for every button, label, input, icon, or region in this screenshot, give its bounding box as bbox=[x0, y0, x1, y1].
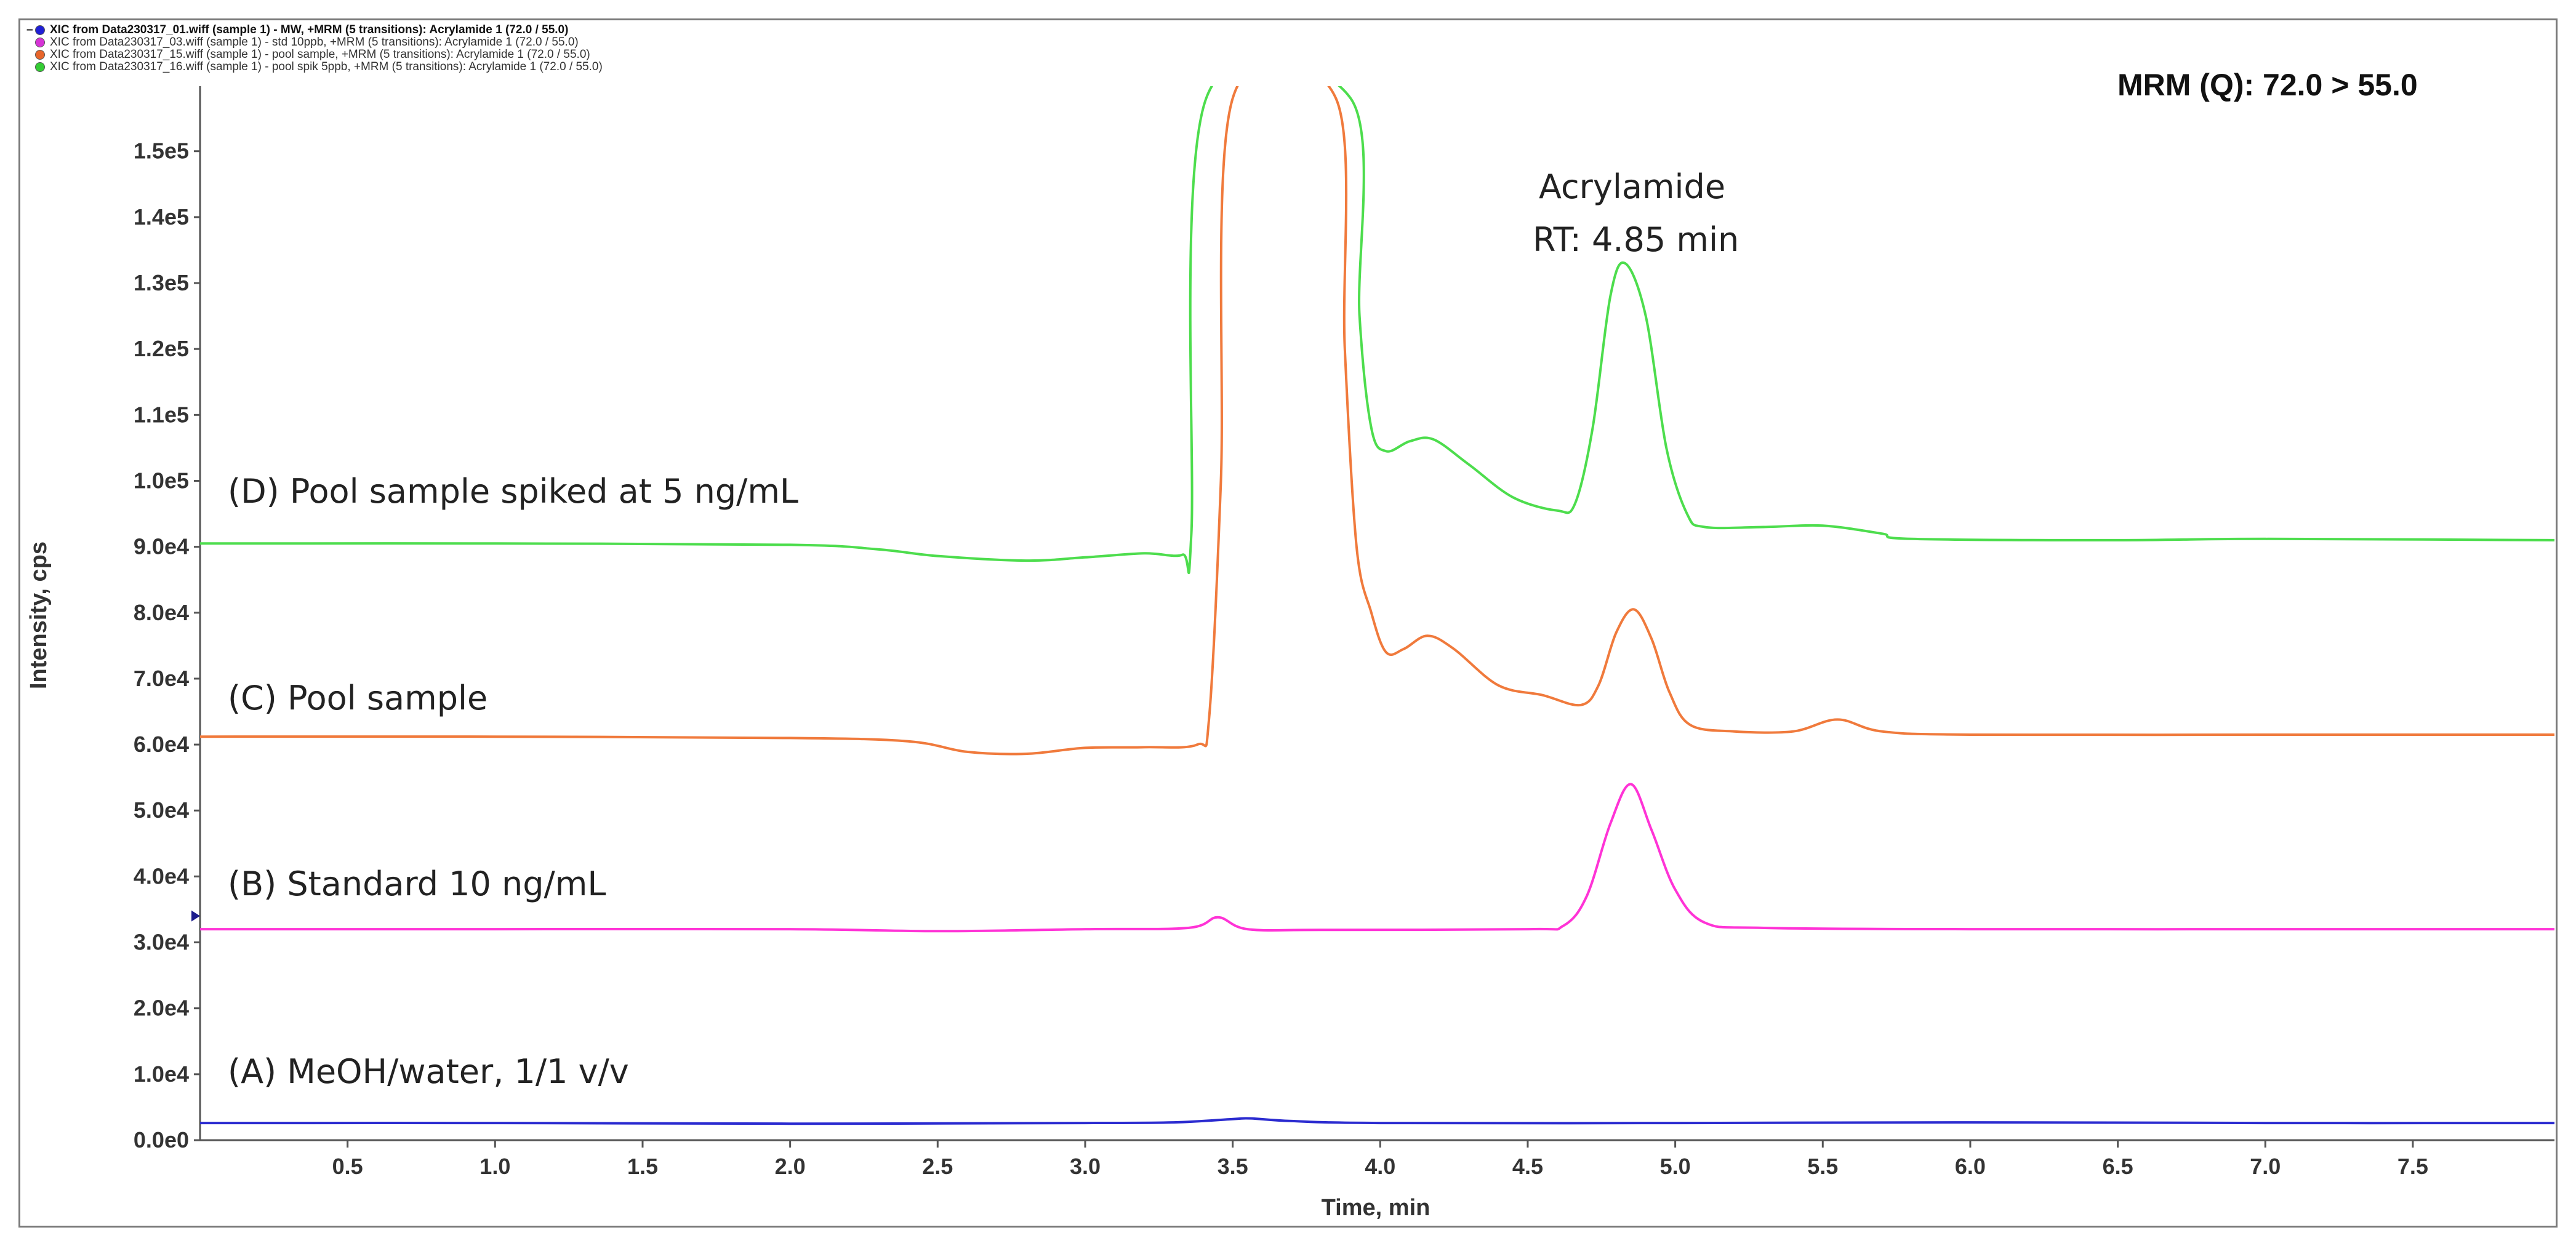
series-layer bbox=[200, 86, 2554, 1125]
x-tick-label: 4.0 bbox=[1365, 1154, 1395, 1179]
y-tick-label: 1.4e5 bbox=[134, 204, 189, 230]
x-tick-label: 2.0 bbox=[775, 1154, 806, 1179]
x-axis-label: Time, min bbox=[1322, 1195, 1430, 1221]
legend-label: XIC from Data230317_01.wiff (sample 1) -… bbox=[50, 23, 569, 36]
trace-d-label: (D) Pool sample spiked at 5 ng/mL bbox=[228, 472, 798, 511]
x-tick-label: 7.5 bbox=[2397, 1154, 2428, 1179]
y-tick-label: 1.3e5 bbox=[134, 270, 189, 295]
legend-item[interactable]: XIC from Data230317_15.wiff (sample 1) -… bbox=[26, 49, 603, 61]
series-line-4 bbox=[200, 86, 2554, 574]
x-tick-label: 1.5 bbox=[627, 1154, 658, 1179]
legend-label: XIC from Data230317_16.wiff (sample 1) -… bbox=[50, 60, 603, 73]
x-tick-label: 1.0 bbox=[479, 1154, 510, 1179]
y-tick-label: 1.0e4 bbox=[134, 1061, 189, 1087]
y-axis-label: Intensity, cps bbox=[26, 541, 52, 689]
x-tick-label: 5.0 bbox=[1660, 1154, 1691, 1179]
series-line-1 bbox=[200, 1117, 2554, 1125]
series-line-2 bbox=[200, 783, 2554, 933]
y-tick-label: 7.0e4 bbox=[134, 666, 189, 691]
x-tick-label: 4.5 bbox=[1512, 1154, 1543, 1179]
legend: – XIC from Data230317_01.wiff (sample 1) … bbox=[26, 24, 603, 73]
collapse-icon: – bbox=[26, 23, 33, 36]
legend-item[interactable]: XIC from Data230317_03.wiff (sample 1) -… bbox=[26, 36, 603, 49]
y-tick-label: 2.0e4 bbox=[134, 996, 189, 1021]
y-tick-label: 1.0e5 bbox=[134, 468, 189, 493]
x-tick-label: 3.5 bbox=[1218, 1154, 1248, 1179]
y-tick-label: 8.0e4 bbox=[134, 600, 189, 625]
x-tick-label: 3.0 bbox=[1070, 1154, 1101, 1179]
legend-item[interactable]: XIC from Data230317_16.wiff (sample 1) -… bbox=[26, 61, 603, 73]
y-tick-label: 5.0e4 bbox=[134, 797, 189, 823]
x-tick-label: 6.5 bbox=[2103, 1154, 2133, 1179]
axes-layer: 0.0e0 1.0e4 2.0e4 3.0e4 4.0e4 5.0e4 6.0e4 7.0e4… bbox=[134, 86, 2554, 1179]
y-tick-label: 9.0e4 bbox=[134, 534, 189, 559]
x-tick-label: 6.0 bbox=[1955, 1154, 1986, 1179]
legend-swatch bbox=[35, 25, 45, 35]
y-tick-label: 0.0e0 bbox=[134, 1127, 189, 1152]
peak-name-label: Acrylamide bbox=[1539, 167, 1725, 206]
chart-title: MRM (Q): 72.0 > 55.0 bbox=[2117, 68, 2418, 102]
x-tick-label: 2.5 bbox=[922, 1154, 953, 1179]
series-line-3 bbox=[200, 86, 2554, 756]
legend-swatch bbox=[35, 38, 45, 47]
x-tick-label: 0.5 bbox=[332, 1154, 363, 1179]
trace-c-label: (C) Pool sample bbox=[228, 679, 488, 717]
chart-frame: – XIC from Data230317_01.wiff (sample 1) … bbox=[18, 18, 2558, 1228]
x-tick-label: 7.0 bbox=[2250, 1154, 2281, 1179]
y-tick-label: 1.1e5 bbox=[134, 402, 189, 427]
legend-label: XIC from Data230317_15.wiff (sample 1) -… bbox=[50, 48, 590, 61]
peak-rt-label: RT: 4.85 min bbox=[1533, 220, 1739, 259]
y-tick-label: 1.5e5 bbox=[134, 138, 189, 164]
legend-item[interactable]: – XIC from Data230317_01.wiff (sample 1) … bbox=[26, 24, 603, 36]
trace-b-label: (B) Standard 10 ng/mL bbox=[228, 865, 606, 903]
y-tick-label: 3.0e4 bbox=[134, 930, 189, 955]
legend-swatch bbox=[35, 50, 45, 60]
y-tick-label: 1.2e5 bbox=[134, 336, 189, 361]
legend-swatch bbox=[35, 62, 45, 72]
annotation-layer: MRM (Q): 72.0 > 55.0 Acrylamide RT: 4.85… bbox=[26, 68, 2418, 1221]
trace-a-label: (A) MeOH/water, 1/1 v/v bbox=[228, 1052, 629, 1091]
y-tick-label: 6.0e4 bbox=[134, 732, 189, 757]
x-tick-label: 5.5 bbox=[1807, 1154, 1838, 1179]
legend-label: XIC from Data230317_03.wiff (sample 1) -… bbox=[50, 36, 579, 49]
y-tick-label: 4.0e4 bbox=[134, 863, 189, 889]
baseline-marker-icon bbox=[191, 910, 200, 922]
